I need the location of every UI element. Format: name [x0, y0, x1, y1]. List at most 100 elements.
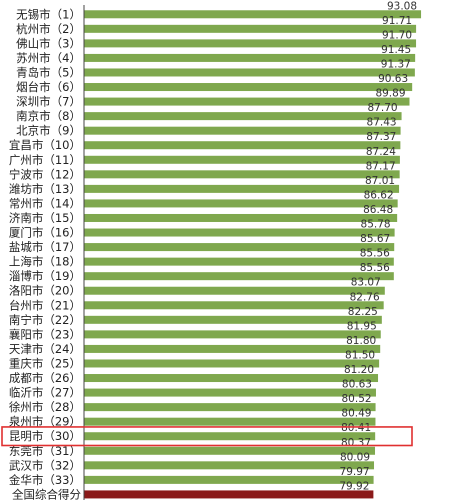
category-label: 宜昌市（10）	[9, 138, 81, 152]
category-label: 上海市（18）	[9, 255, 81, 269]
category-label: 武汉市（32）	[9, 458, 81, 472]
category-label: 泉州市（29）	[9, 415, 81, 429]
bar	[84, 475, 374, 484]
category-label: 全国综合得分	[12, 487, 81, 500]
value-label: 87.43	[367, 117, 397, 129]
value-label: 91.71	[382, 15, 412, 27]
category-label: 重庆市（25）	[9, 356, 81, 370]
bar	[84, 243, 395, 252]
category-label: 淄博市（19）	[9, 269, 81, 283]
bar	[84, 83, 413, 92]
value-label: 81.95	[347, 320, 377, 332]
category-label: 深圳市（7）	[16, 95, 81, 109]
category-label: 厦门市（16）	[9, 226, 81, 240]
bar	[84, 315, 382, 324]
value-label: 80.52	[342, 393, 372, 405]
value-label: 87.01	[365, 175, 395, 187]
value-label: 85.67	[360, 233, 390, 245]
bar	[84, 10, 422, 19]
bar	[84, 228, 395, 237]
category-label: 金华市（33）	[9, 473, 81, 487]
category-label: 青岛市（5）	[16, 65, 81, 79]
category-label: 广州市（11）	[9, 153, 81, 167]
value-label: 81.50	[345, 349, 375, 361]
bar	[84, 257, 394, 266]
bar	[84, 359, 380, 368]
category-label: 南京市（8）	[16, 109, 81, 123]
category-label: 佛山市（3）	[16, 36, 81, 50]
bar	[84, 170, 400, 179]
bar	[84, 388, 376, 397]
value-label: 82.76	[350, 291, 380, 303]
bar	[84, 184, 400, 193]
value-label: 91.45	[381, 44, 411, 56]
bar	[84, 24, 417, 33]
bar	[84, 374, 379, 383]
bar	[84, 53, 416, 62]
bar	[84, 272, 394, 281]
value-label: 80.41	[341, 422, 371, 434]
bar	[84, 403, 376, 412]
bar	[84, 126, 401, 135]
category-label: 昆明市（30）	[9, 429, 81, 443]
category-label: 无锡市（1）	[16, 7, 81, 21]
category-label: 烟台市（6）	[16, 80, 81, 94]
bar	[84, 301, 384, 310]
value-label: 79.92	[339, 480, 369, 492]
highlight-box	[1, 426, 413, 447]
bar	[84, 199, 398, 208]
category-label: 苏州市（4）	[16, 51, 81, 65]
value-label: 87.37	[366, 131, 396, 143]
category-label: 潍坊市（13）	[9, 182, 81, 196]
value-label: 81.80	[346, 335, 376, 347]
value-label: 86.62	[364, 189, 394, 201]
category-label: 济南市（15）	[9, 211, 81, 225]
category-label: 北京市（9）	[16, 124, 81, 138]
value-label: 89.89	[375, 88, 405, 100]
category-label: 襄阳市（23）	[9, 327, 81, 341]
value-label: 85.56	[360, 262, 390, 274]
bar	[84, 141, 401, 150]
value-label: 85.78	[361, 219, 391, 231]
bar	[84, 68, 415, 77]
category-label: 徐州市（28）	[9, 400, 81, 414]
value-label: 91.70	[382, 29, 412, 41]
value-label: 80.37	[341, 437, 371, 449]
value-label: 86.48	[363, 204, 393, 216]
category-label: 常州市（14）	[9, 196, 81, 210]
value-label: 83.07	[351, 277, 381, 289]
category-label: 成都市（26）	[9, 371, 81, 385]
category-label: 宁波市（12）	[9, 167, 81, 181]
bar	[84, 39, 417, 48]
bar	[84, 344, 381, 353]
bar	[84, 432, 376, 441]
bar	[84, 286, 385, 295]
value-label: 91.37	[381, 58, 411, 70]
value-label: 80.49	[341, 408, 371, 420]
value-label: 87.70	[368, 102, 398, 114]
category-label: 台州市（21）	[9, 298, 81, 312]
bar	[84, 213, 398, 222]
value-label: 80.63	[342, 379, 372, 391]
category-label: 杭州市（2）	[16, 22, 81, 36]
bar	[84, 155, 400, 164]
bar	[84, 330, 381, 339]
value-label: 80.09	[340, 451, 370, 463]
bar	[84, 417, 376, 426]
category-label: 临沂市（27）	[9, 386, 81, 400]
bar	[84, 446, 376, 455]
total-bar	[84, 490, 374, 499]
value-label: 82.25	[348, 306, 378, 318]
category-label: 盐城市（17）	[9, 240, 81, 254]
bar	[84, 461, 375, 470]
value-label: 93.08	[387, 0, 417, 12]
category-label: 洛阳市（20）	[9, 284, 81, 298]
value-label: 87.24	[366, 146, 396, 158]
category-label: 天津市（24）	[9, 342, 81, 356]
category-label: 南宁市（22）	[9, 313, 81, 327]
value-label: 79.97	[340, 466, 370, 478]
value-label: 87.17	[366, 160, 396, 172]
value-label: 85.56	[360, 248, 390, 260]
bar	[84, 97, 410, 106]
